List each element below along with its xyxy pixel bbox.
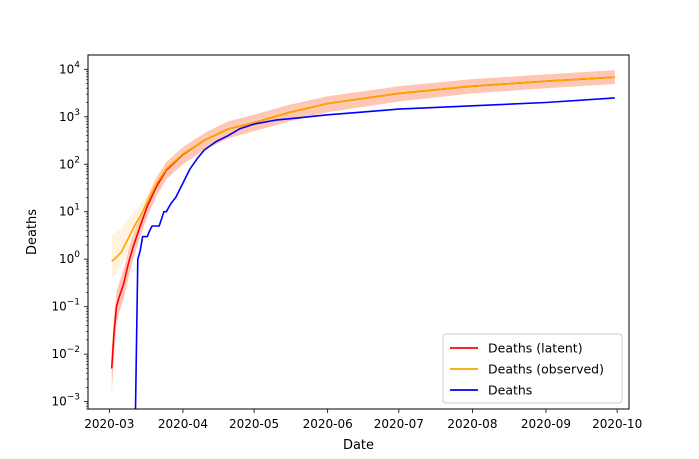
x-tick-label: 2020-05 bbox=[229, 417, 279, 431]
confidence-bands bbox=[111, 70, 615, 395]
legend: Deaths (latent) Deaths (observed) Deaths bbox=[442, 333, 623, 404]
y-tick-label: 10−3 bbox=[51, 393, 80, 409]
y-axis-label: Deaths bbox=[25, 209, 40, 255]
x-axis: 2020-03 2020-04 2020-05 2020-06 2020-07 2020-… bbox=[84, 409, 642, 431]
x-tick-label: 2020-04 bbox=[158, 417, 208, 431]
y-tick-label: 104 bbox=[59, 60, 80, 76]
series-1-line bbox=[111, 76, 615, 263]
legend-label: Deaths bbox=[488, 383, 532, 398]
y-tick-label: 10−1 bbox=[51, 298, 80, 314]
series-lines bbox=[110, 76, 615, 410]
y-tick-label: 103 bbox=[59, 108, 80, 124]
legend-label: Deaths (observed) bbox=[488, 362, 604, 377]
legend-label: Deaths (latent) bbox=[488, 341, 583, 356]
x-tick-label: 2020-10 bbox=[592, 417, 642, 431]
series-1-band bbox=[111, 74, 615, 279]
x-tick-label: 2020-06 bbox=[303, 417, 353, 431]
x-tick-label: 2020-07 bbox=[374, 417, 424, 431]
x-axis-label: Date bbox=[343, 438, 374, 453]
x-tick-label: 2020-03 bbox=[84, 417, 134, 431]
y-tick-label: 102 bbox=[59, 155, 80, 171]
y-tick-label: 10−2 bbox=[51, 345, 80, 361]
series-2-line bbox=[134, 97, 615, 410]
legend-box bbox=[442, 333, 623, 404]
y-axis: 10−3 10−2 10−1 100 101 102 103 104 bbox=[51, 60, 88, 410]
y-tick-label: 100 bbox=[59, 250, 80, 266]
y-tick-label: 101 bbox=[59, 203, 80, 219]
series-0-line bbox=[110, 76, 615, 369]
x-tick-label: 2020-08 bbox=[447, 417, 497, 431]
x-tick-label: 2020-09 bbox=[521, 417, 571, 431]
plot-frame bbox=[87, 54, 630, 410]
